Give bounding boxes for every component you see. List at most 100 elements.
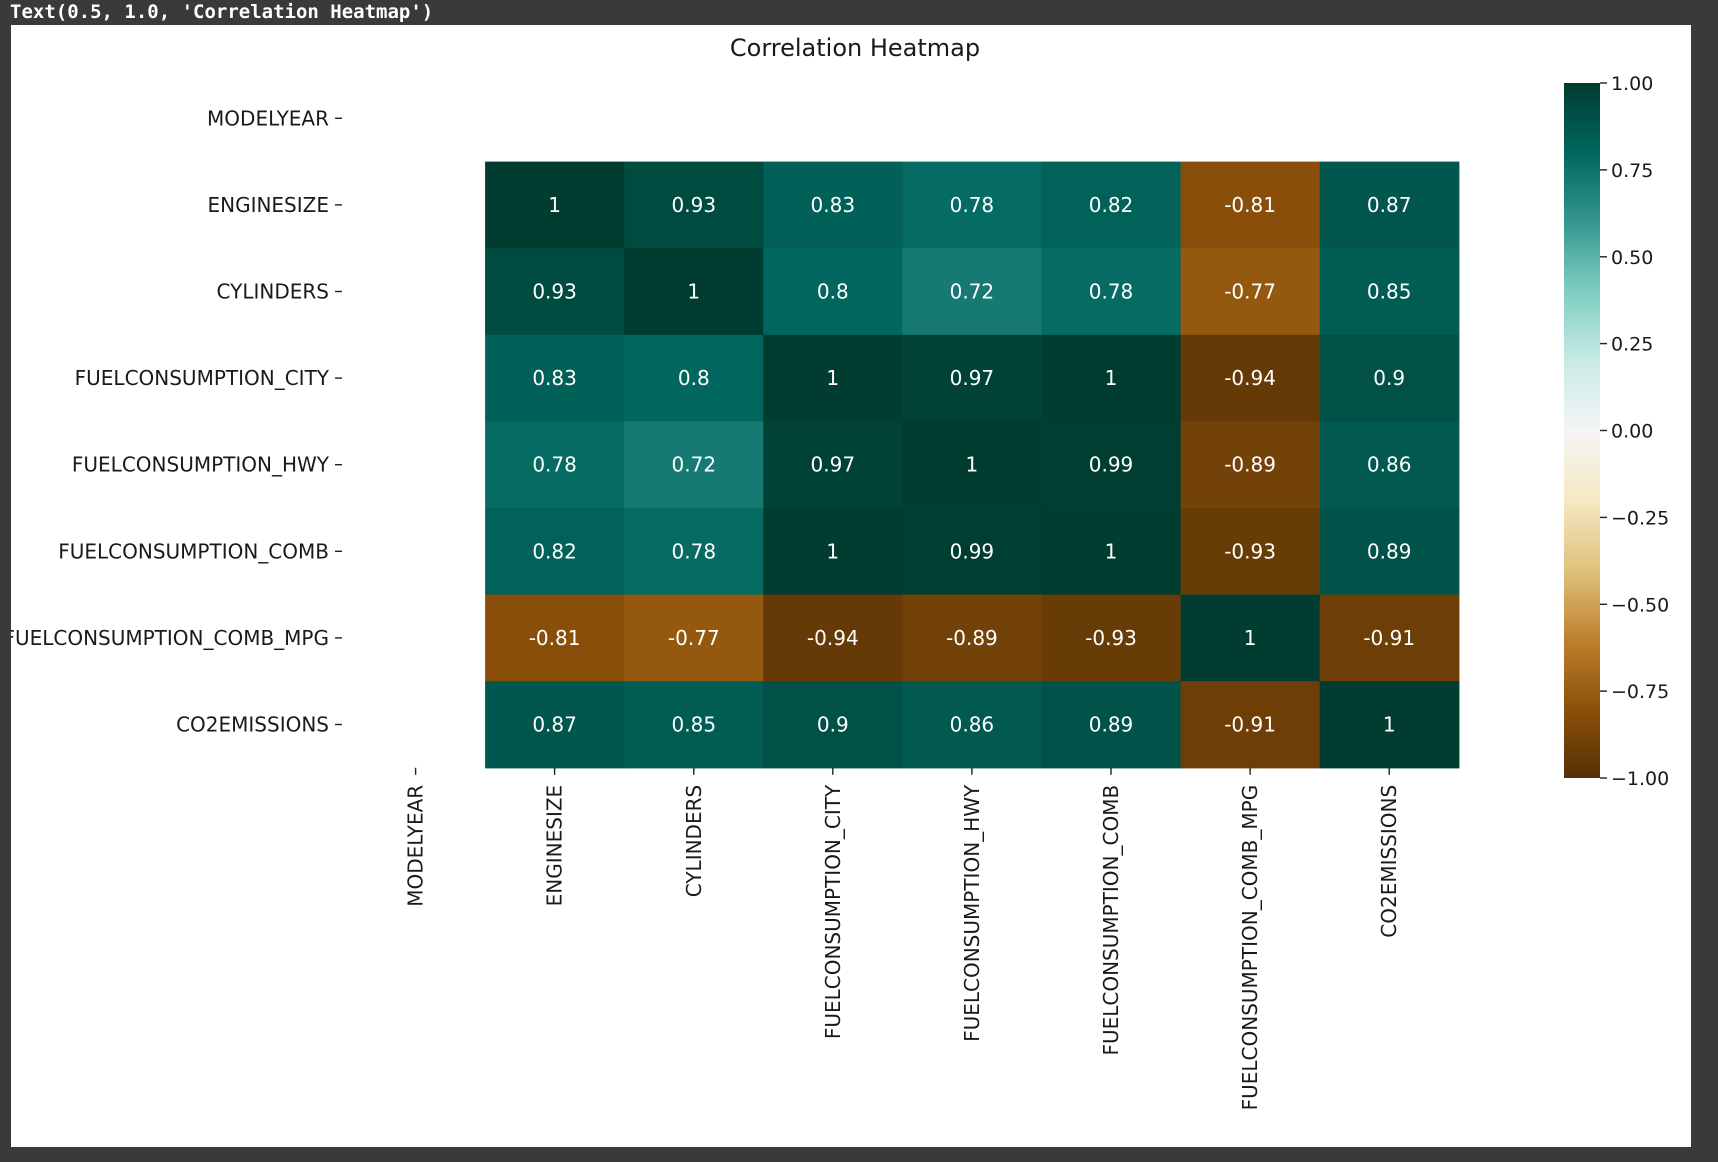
heatmap-cell [624, 421, 764, 509]
cell-annotation: 0.78 [950, 193, 995, 217]
heatmap-cell [1319, 161, 1460, 249]
cell-annotation: 0.85 [1367, 280, 1412, 304]
cell-annotation: 0.8 [817, 280, 849, 304]
cell-annotation: 0.86 [950, 713, 995, 737]
cell-annotation: 0.72 [950, 280, 995, 304]
heatmap-cell [1319, 421, 1460, 509]
cell-annotation: 0.87 [532, 713, 577, 737]
heatmap-cell [485, 248, 625, 336]
cell-annotation: -0.89 [1224, 453, 1276, 477]
heatmap-cell [902, 508, 1043, 596]
cell-annotation: -0.91 [1224, 713, 1276, 737]
cell-annotation: -0.91 [1363, 626, 1415, 650]
cell-annotation: 0.97 [811, 453, 856, 477]
cell-annotation: 0.86 [1367, 453, 1412, 477]
heatmap-cell [763, 421, 903, 509]
cell-annotation: 0.89 [1089, 713, 1134, 737]
colorbar-tick-label: −0.50 [1611, 594, 1669, 616]
cell-annotation: 0.72 [672, 453, 717, 477]
cell-annotation: 0.9 [1373, 366, 1405, 390]
heatmap-cell [1041, 334, 1182, 422]
heatmap-cell [624, 161, 764, 249]
cell-annotation: 1 [1105, 366, 1118, 390]
row-label: ENGINESIZE [207, 193, 329, 217]
cell-annotation: -0.93 [1085, 626, 1137, 650]
row-label: MODELYEAR [207, 106, 329, 130]
colorbar-tick-label: 0.00 [1611, 421, 1653, 443]
heatmap-cell [763, 161, 903, 249]
cell-annotation: 1 [826, 539, 839, 563]
heatmap-cell [1319, 334, 1460, 422]
heatmap-cell [1180, 421, 1321, 509]
column-label: CYLINDERS [682, 785, 706, 897]
row-label: FUELCONSUMPTION_HWY [72, 453, 330, 477]
heatmap-cell [1180, 681, 1321, 769]
heatmap-cell [902, 594, 1043, 682]
cell-annotation: 1 [1383, 713, 1396, 737]
colorbar-tick-label: −0.75 [1611, 681, 1669, 703]
cell-annotation: 0.83 [532, 366, 577, 390]
cell-annotation: -0.89 [946, 626, 998, 650]
heatmap-cell [1180, 161, 1321, 249]
heatmap-cell [1041, 248, 1182, 336]
cell-annotation: -0.81 [1224, 193, 1276, 217]
heatmap-cell [624, 594, 764, 682]
cell-annotation: 0.89 [1367, 539, 1412, 563]
cell-annotation: 0.99 [1089, 453, 1134, 477]
column-label: CO2EMISSIONS [1377, 785, 1401, 938]
heatmap-cell [763, 594, 903, 682]
figure-canvas: Correlation Heatmap 1 0.93 0.83 0.78 0.82 -0.… [11, 25, 1691, 1147]
cell-annotation: 0.78 [532, 453, 577, 477]
heatmap-cell [1319, 508, 1460, 596]
cell-annotation: -0.77 [668, 626, 720, 650]
cell-annotation: 0.82 [1089, 193, 1134, 217]
colorbar-gradient [1564, 83, 1600, 778]
heatmap-cell [1180, 508, 1321, 596]
heatmap-cell [485, 421, 625, 509]
heatmap-cell [1180, 248, 1321, 336]
heatmap-cell [485, 594, 625, 682]
row-label: FUELCONSUMPTION_COMB_MPG [11, 626, 329, 650]
row-label: FUELCONSUMPTION_COMB [58, 539, 329, 563]
heatmap-cell [1041, 161, 1182, 249]
correlation-heatmap-chart: Correlation Heatmap 1 0.93 0.83 0.78 0.82 -0.… [11, 34, 1669, 1111]
heatmap-cell [485, 334, 625, 422]
cell-annotation: 1 [966, 453, 979, 477]
cell-annotation: 1 [548, 193, 561, 217]
cell-annotation: 0.8 [678, 366, 710, 390]
cell-annotation: 0.9 [817, 713, 849, 737]
heatmap-cell [1319, 594, 1460, 682]
column-label: FUELCONSUMPTION_COMB [1099, 785, 1123, 1056]
cell-annotation: 0.85 [672, 713, 717, 737]
heatmap-cell [1180, 594, 1321, 682]
colorbar-tick-label: 0.50 [1611, 247, 1653, 269]
cell-annotation: 0.97 [950, 366, 995, 390]
colorbar-tick-label: −0.25 [1611, 507, 1669, 529]
heatmap-cell [624, 508, 764, 596]
row-tick-labels: MODELYEAR ENGINESIZE CYLINDERS FUELCONSUMPT… [11, 106, 342, 737]
heatmap-cell [624, 681, 764, 769]
cell-annotation: 1 [687, 280, 700, 304]
cell-annotation: 0.83 [811, 193, 856, 217]
cell-annotation: 0.82 [532, 539, 577, 563]
heatmap-cell [1041, 421, 1182, 509]
heatmap-cell [763, 248, 903, 336]
column-label: FUELCONSUMPTION_COMB_MPG [1238, 785, 1262, 1111]
heatmap-cell [763, 681, 903, 769]
colorbar-tick-label: −1.00 [1611, 768, 1669, 790]
heatmap-cells: 1 0.93 0.83 0.78 0.82 -0.81 0.87 0.93 1 0.8 0.72 0.… [485, 161, 1460, 769]
cell-annotation: -0.94 [1224, 366, 1276, 390]
heatmap-cell [485, 508, 625, 596]
heatmap-cell [1041, 681, 1182, 769]
colorbar-tick-label: 1.00 [1611, 73, 1653, 95]
colorbar: 1.00 0.75 0.50 0.25 0.00 −0.25 −0.50 −0.75 −1.00 [1564, 73, 1669, 790]
heatmap-cell [1041, 508, 1182, 596]
cell-annotation: 0.93 [672, 193, 717, 217]
heatmap-cell [485, 161, 625, 249]
column-label: ENGINESIZE [543, 785, 567, 907]
row-label: CYLINDERS [217, 280, 329, 304]
heatmap-cell [763, 334, 903, 422]
heatmap-cell [1180, 334, 1321, 422]
cell-annotation: -0.81 [529, 626, 581, 650]
heatmap-cell [902, 248, 1043, 336]
